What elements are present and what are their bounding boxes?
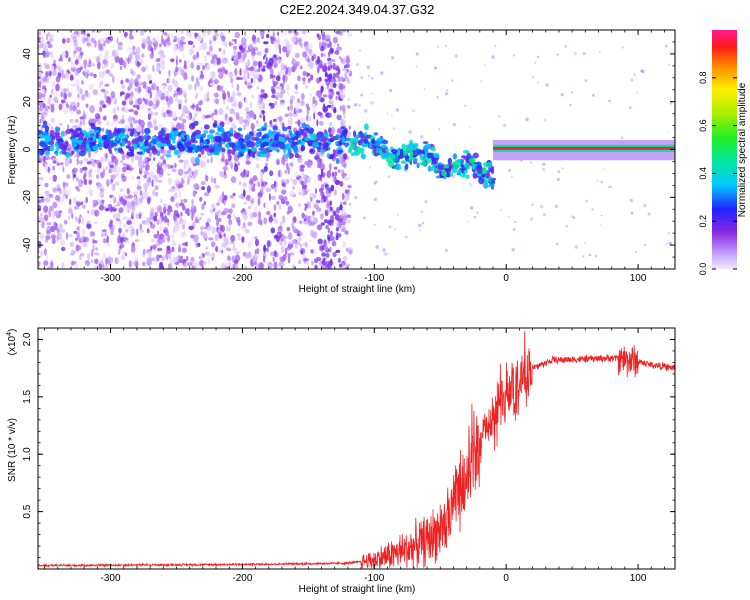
y-tick-label: 40	[22, 48, 33, 60]
x-tick-label: -200	[232, 273, 252, 284]
colorbar-tick-label: 0.2	[698, 215, 708, 228]
snr-frame	[37, 327, 676, 570]
colorbar-gradient	[712, 30, 737, 269]
spectrogram-y-label: Frequency (Hz)	[7, 116, 18, 185]
spectrogram-x-label: Height of straight line (km)	[299, 284, 416, 295]
svg-text:(x104): (x104)	[6, 329, 18, 356]
snr-panel: -300 -200 -100 0 100 0.5 1.0 1.5 2.0 Height of …	[6, 327, 676, 595]
spectrogram-heatmap	[38, 30, 675, 269]
snr-series-line	[38, 331, 675, 569]
y-tick-label: 1.5	[22, 389, 33, 403]
colorbar-tick-label: 0.8	[698, 72, 708, 85]
snr-multiplier-exponent: 4	[6, 332, 13, 336]
spectrogram-y-ticks: -40 -20 0 20 40	[22, 41, 675, 258]
snr-y-label: SNR (10 * v/v)	[7, 418, 18, 482]
x-tick-label: 100	[630, 273, 647, 284]
y-tick-label: 0.5	[22, 504, 33, 518]
x-tick-label: 100	[630, 573, 647, 584]
y-tick-label: 20	[22, 96, 33, 108]
figure-title: C2E2.2024.349.04.37.G32	[280, 2, 435, 17]
y-tick-label: -40	[22, 237, 33, 252]
colorbar-tick-label: 0.4	[698, 167, 708, 180]
snr-multiplier: (x104)	[6, 329, 18, 356]
x-tick-label: -200	[232, 573, 252, 584]
spectrogram-x-ticks: -300 -200 -100 0 100	[44, 30, 665, 284]
y-tick-label: 1.0	[22, 447, 33, 461]
y-tick-label: 2.0	[22, 332, 33, 346]
snr-y-ticks: 0.5 1.0 1.5 2.0	[22, 332, 675, 558]
snr-multiplier-close: )	[7, 329, 18, 332]
colorbar-tick-label: 0.6	[698, 119, 708, 132]
y-tick-label: -20	[22, 190, 33, 205]
colorbar-tick-label: 0.0	[698, 263, 708, 276]
x-tick-label: 0	[503, 273, 509, 284]
colorbar: 0.0 0.2 0.4 0.6 0.8 Normalized spectral ampl…	[698, 30, 748, 275]
snr-x-ticks: -300 -200 -100 0 100	[44, 328, 665, 584]
x-tick-label: -300	[101, 273, 121, 284]
snr-multiplier-base: (x10	[7, 335, 18, 355]
colorbar-label: Normalized spectral amplitude	[737, 82, 748, 217]
x-tick-label: -100	[364, 273, 384, 284]
x-tick-label: -100	[364, 573, 384, 584]
x-tick-label: -300	[101, 573, 121, 584]
snr-x-label: Height of straight line (km)	[299, 584, 416, 595]
colorbar-ticks: 0.0 0.2 0.4 0.6 0.8	[698, 72, 737, 276]
y-tick-label: 0	[22, 146, 33, 152]
x-tick-label: 0	[503, 573, 509, 584]
